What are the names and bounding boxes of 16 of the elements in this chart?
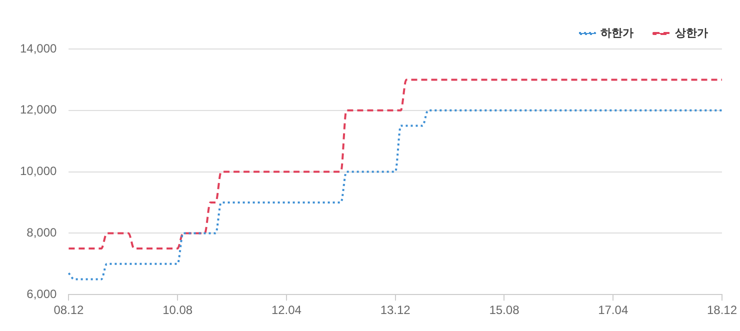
y-tick-label: 8,000 [26, 226, 58, 240]
x-tick-label: 12.04 [271, 303, 302, 318]
x-tick-label: 13.12 [380, 303, 411, 318]
x-tick-label: 18.12 [706, 303, 738, 318]
line-series [68, 78, 723, 250]
x-tick-label: 15.08 [489, 303, 520, 318]
x-tick-label: 17.04 [598, 303, 628, 318]
legend-label: 하한가 [600, 26, 634, 40]
legend-label: 상한가 [675, 26, 708, 40]
y-tick-label: 12,000 [20, 102, 58, 117]
y-tick-label: 10,000 [20, 164, 58, 178]
y-tick-label: 14,000 [20, 41, 58, 56]
line-series [68, 109, 723, 280]
x-tick-label: 10.08 [162, 303, 193, 318]
x-tick-label: 08.12 [54, 303, 84, 318]
y-tick-label: 6,000 [26, 286, 58, 301]
